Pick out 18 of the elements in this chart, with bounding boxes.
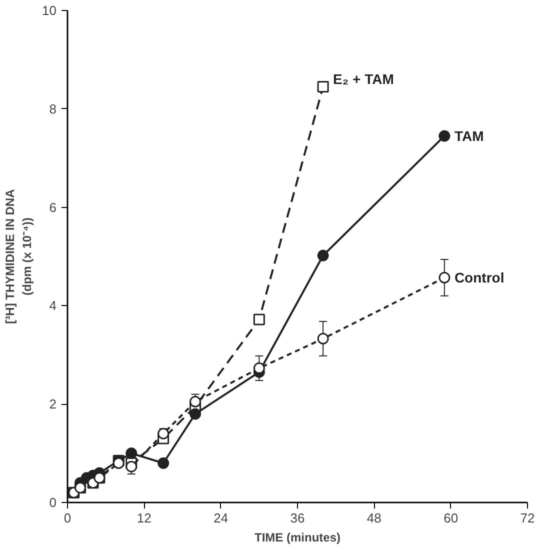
x-tick-label: 36: [290, 510, 305, 526]
series-label: E₂ + TAM: [333, 70, 394, 87]
x-tick-label: 60: [444, 510, 458, 526]
x-tick-label: 0: [64, 510, 72, 526]
y-tick-label: 6: [49, 200, 57, 215]
x-tick-label: 12: [136, 510, 152, 526]
x-axis-title: TIME (minutes): [254, 530, 341, 544]
x-tick-label: 48: [366, 510, 382, 526]
y-axis-title: [³H] THYMIDINE IN DNA (dpm (x 10⁻⁴)): [3, 188, 34, 324]
y-tick-label: 0: [49, 495, 57, 510]
y-tick-label: 2: [49, 396, 57, 412]
x-tick-label: 72: [520, 510, 535, 526]
series-label: TAM: [454, 128, 484, 144]
y-tick-label: 8: [49, 101, 57, 116]
x-tick-label: 24: [214, 510, 228, 526]
y-tick-label: 4: [49, 298, 57, 314]
series-label: Control: [454, 270, 504, 286]
y-tick-label: 10: [42, 3, 57, 18]
